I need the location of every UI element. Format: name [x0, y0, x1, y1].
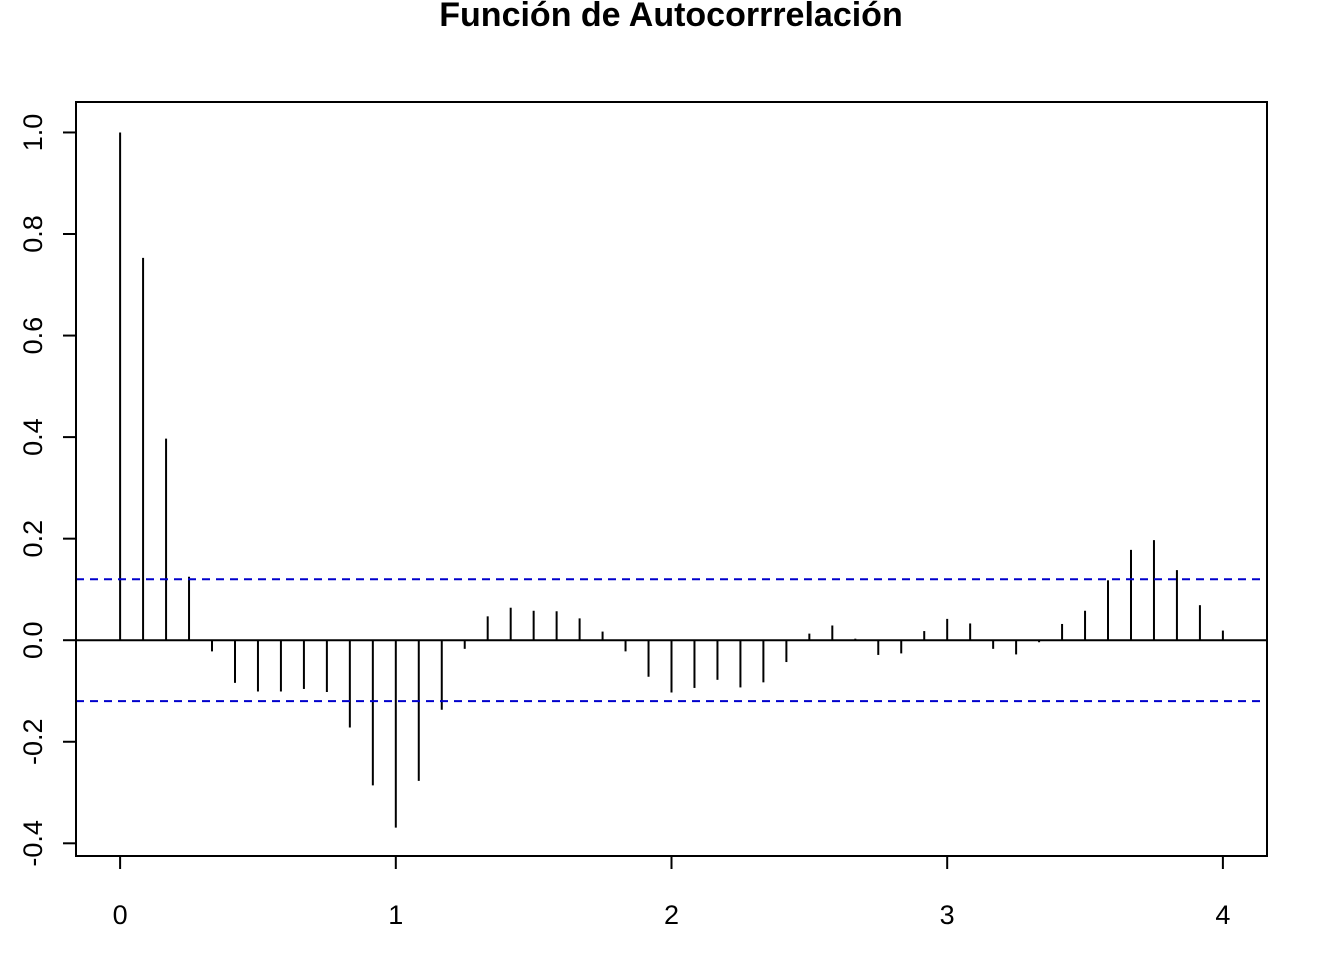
plot-frame — [75, 101, 1268, 857]
y-axis: -0.4 -0.2 0.0 0.2 0.4 0.6 0.8 1.0 — [18, 114, 77, 867]
chart-title: Función de Autocorrrelación — [439, 0, 902, 34]
x-tick-label-2: 2 — [664, 900, 679, 930]
y-tick-label-4: 0.4 — [18, 418, 48, 456]
y-tick-label-5: 0.6 — [18, 317, 48, 355]
y-tick-label-3: 0.2 — [18, 520, 48, 558]
y-tick-label-7: 1.0 — [18, 114, 48, 152]
reference-lines — [76, 578, 1267, 703]
x-axis: 0 1 2 3 4 — [113, 855, 1230, 930]
x-tick-label-4: 4 — [1215, 900, 1230, 930]
acf-bars — [119, 132, 1224, 828]
y-tick-label-6: 0.8 — [18, 215, 48, 253]
x-tick-label-1: 1 — [388, 900, 403, 930]
x-tick-label-3: 3 — [940, 900, 955, 930]
x-tick-label-0: 0 — [113, 900, 128, 930]
y-tick-label-1: -0.2 — [18, 718, 48, 765]
y-tick-label-0: -0.4 — [18, 820, 48, 867]
y-tick-label-2: 0.0 — [18, 621, 48, 659]
